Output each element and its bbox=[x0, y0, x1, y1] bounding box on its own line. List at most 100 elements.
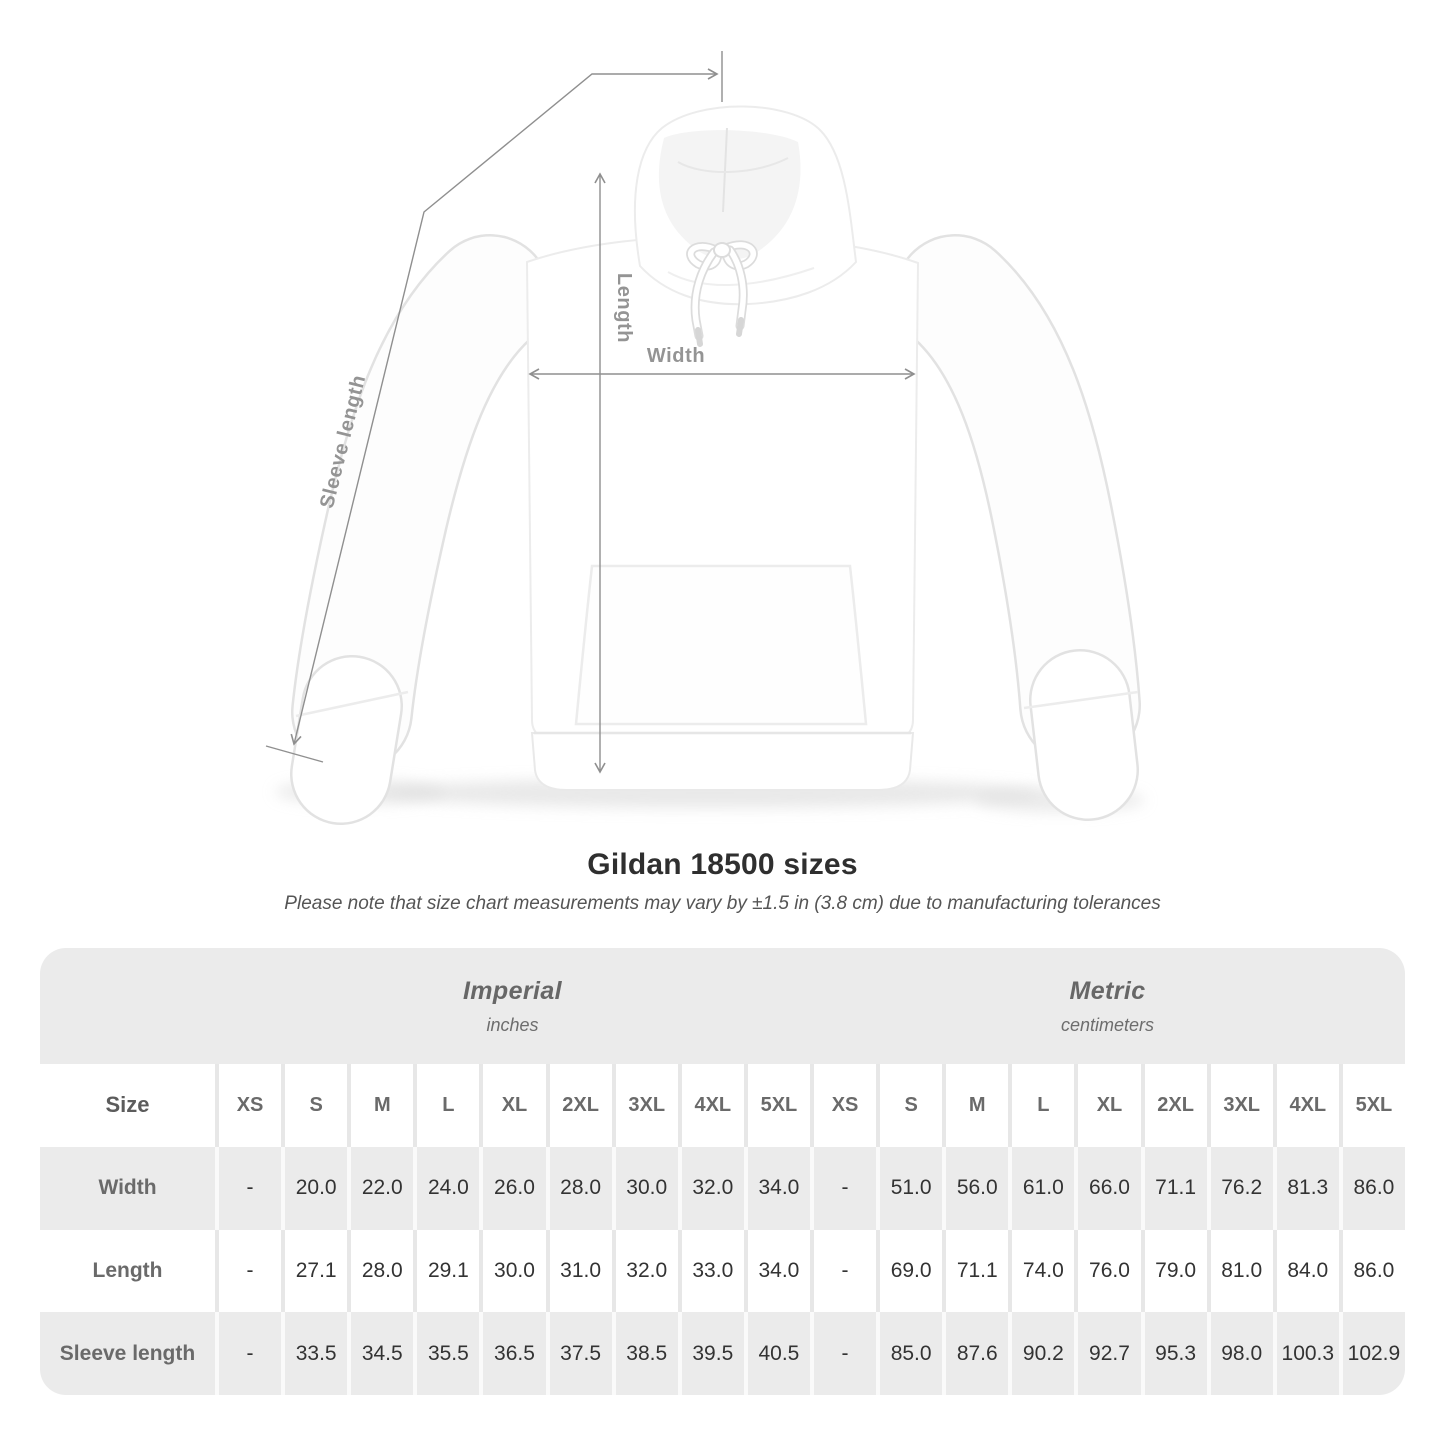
column-header-m: M bbox=[347, 1064, 414, 1147]
table-cell: 76.2 bbox=[1206, 1146, 1273, 1230]
table-cell: 102.9 bbox=[1338, 1312, 1405, 1395]
table-cell: 24.0 bbox=[413, 1146, 480, 1230]
table-cell: 95.3 bbox=[1140, 1312, 1207, 1395]
sleeve-length-arrow bbox=[290, 68, 719, 746]
table-cell: 81.3 bbox=[1272, 1146, 1339, 1230]
hoodie-body bbox=[525, 234, 920, 791]
table-cell: 34.0 bbox=[743, 1146, 810, 1230]
table-cell: 39.5 bbox=[677, 1312, 744, 1395]
hoodie-measurement-figure: Width Length Sleeve length bbox=[265, 51, 1145, 825]
table-cell: - bbox=[809, 1312, 877, 1395]
column-header-3xl: 3XL bbox=[1206, 1064, 1273, 1147]
column-header-4xl: 4XL bbox=[1272, 1064, 1339, 1147]
column-header-xs: XS bbox=[809, 1064, 877, 1147]
cuff-tick-line bbox=[265, 745, 324, 763]
table-cell: 30.0 bbox=[611, 1146, 678, 1230]
size-table-container: Imperial inches Metric centimeters Size … bbox=[40, 948, 1405, 1395]
table-cell: 79.0 bbox=[1140, 1229, 1207, 1313]
size-column-header: Size bbox=[40, 1064, 215, 1147]
table-cell: 51.0 bbox=[876, 1146, 943, 1230]
column-header-2xl: 2XL bbox=[1140, 1064, 1207, 1147]
table-cell: 81.0 bbox=[1206, 1229, 1273, 1313]
table-cell: 31.0 bbox=[545, 1229, 612, 1313]
column-header-m: M bbox=[942, 1064, 1009, 1147]
row-label: Width bbox=[40, 1146, 215, 1230]
table-cell: 86.0 bbox=[1338, 1146, 1405, 1230]
table-cell: 40.5 bbox=[743, 1312, 810, 1395]
table-cell: 74.0 bbox=[1008, 1229, 1075, 1313]
page-title: Gildan 18500 sizes bbox=[587, 848, 858, 881]
table-cell: 28.0 bbox=[545, 1146, 612, 1230]
table-cell: 27.1 bbox=[281, 1229, 348, 1313]
metric-label: Metric bbox=[1069, 976, 1146, 1005]
column-header-s: S bbox=[876, 1064, 943, 1147]
table-cell: 71.1 bbox=[1140, 1146, 1207, 1230]
column-header-l: L bbox=[1008, 1064, 1075, 1147]
table-cell: 66.0 bbox=[1074, 1146, 1141, 1230]
table-row-length: Length -27.1 28.0 29.1 30.0 31.0 32.0 33.0 34.0-… bbox=[40, 1229, 1405, 1313]
column-header-5xl: 5XL bbox=[1338, 1064, 1405, 1147]
width-label: Width bbox=[647, 345, 705, 367]
table-cell: 76.0 bbox=[1074, 1229, 1141, 1313]
table-cell: 20.0 bbox=[281, 1146, 348, 1230]
table-cell: 26.0 bbox=[479, 1146, 546, 1230]
table-cell: 28.0 bbox=[347, 1229, 414, 1313]
column-header-2xl: 2XL bbox=[545, 1064, 612, 1147]
column-header-4xl: 4XL bbox=[677, 1064, 744, 1147]
units-band-corner bbox=[40, 948, 215, 1065]
table-cell: - bbox=[809, 1229, 877, 1313]
column-header-xl: XL bbox=[1074, 1064, 1141, 1147]
size-table: Imperial inches Metric centimeters Size … bbox=[40, 948, 1405, 1395]
metric-unit: centimeters bbox=[1060, 1014, 1155, 1035]
table-cell: 61.0 bbox=[1008, 1146, 1075, 1230]
table-cell: 32.0 bbox=[677, 1146, 744, 1230]
column-header-xl: XL bbox=[479, 1064, 546, 1147]
table-row-width: Width -20.0 22.0 24.0 26.0 28.0 30.0 32.0 34.0-5… bbox=[40, 1146, 1405, 1230]
column-header-l: L bbox=[413, 1064, 480, 1147]
column-header-3xl: 3XL bbox=[611, 1064, 678, 1147]
table-cell: 30.0 bbox=[479, 1229, 546, 1313]
size-note: Please note that size chart measurements… bbox=[284, 893, 1161, 914]
row-label: Length bbox=[40, 1229, 215, 1313]
table-cell: 86.0 bbox=[1338, 1229, 1405, 1313]
table-cell: 32.0 bbox=[611, 1229, 678, 1313]
table-cell: 90.2 bbox=[1008, 1312, 1075, 1395]
row-label: Sleeve length bbox=[40, 1312, 215, 1395]
metric-band: Metric centimeters bbox=[809, 948, 1405, 1065]
table-cell: 71.1 bbox=[942, 1229, 1009, 1313]
table-cell: 69.0 bbox=[876, 1229, 943, 1313]
length-label: Length bbox=[613, 273, 635, 343]
column-header-xs: XS bbox=[215, 1064, 282, 1147]
table-cell: - bbox=[809, 1146, 877, 1230]
table-cell: 35.5 bbox=[413, 1312, 480, 1395]
table-cell: 98.0 bbox=[1206, 1312, 1273, 1395]
table-cell: 85.0 bbox=[876, 1312, 943, 1395]
column-header-s: S bbox=[281, 1064, 348, 1147]
imperial-label: Imperial bbox=[462, 976, 563, 1005]
table-cell: 33.5 bbox=[281, 1312, 348, 1395]
table-cell: 87.6 bbox=[942, 1312, 1009, 1395]
table-cell: 33.0 bbox=[677, 1229, 744, 1313]
table-cell: 38.5 bbox=[611, 1312, 678, 1395]
table-cell: 100.3 bbox=[1272, 1312, 1339, 1395]
imperial-unit: inches bbox=[486, 1014, 539, 1035]
table-cell: 84.0 bbox=[1272, 1229, 1339, 1313]
column-header-5xl: 5XL bbox=[743, 1064, 810, 1147]
size-header-row: Size XS S M L XL 2XL 3XL 4XL 5XL XS S M L XL 2XL 3XL 4XL… bbox=[40, 1064, 1405, 1147]
imperial-band: Imperial inches bbox=[215, 948, 810, 1065]
units-band-row: Imperial inches Metric centimeters bbox=[40, 948, 1405, 1065]
table-cell: - bbox=[215, 1146, 282, 1230]
hoodie-illustration: Width Length Sleeve length bbox=[265, 51, 1145, 825]
table-row-sleeve-length: Sleeve length -33.5 34.5 35.5 36.5 37.5 38.5 39… bbox=[40, 1312, 1405, 1395]
table-cell: - bbox=[215, 1229, 282, 1313]
table-cell: 34.0 bbox=[743, 1229, 810, 1313]
table-cell: 36.5 bbox=[479, 1312, 546, 1395]
table-cell: 37.5 bbox=[545, 1312, 612, 1395]
table-cell: 29.1 bbox=[413, 1229, 480, 1313]
table-cell: 22.0 bbox=[347, 1146, 414, 1230]
table-cell: - bbox=[215, 1312, 282, 1395]
measurement-annotations bbox=[265, 51, 916, 774]
table-cell: 34.5 bbox=[347, 1312, 414, 1395]
table-cell: 92.7 bbox=[1074, 1312, 1141, 1395]
